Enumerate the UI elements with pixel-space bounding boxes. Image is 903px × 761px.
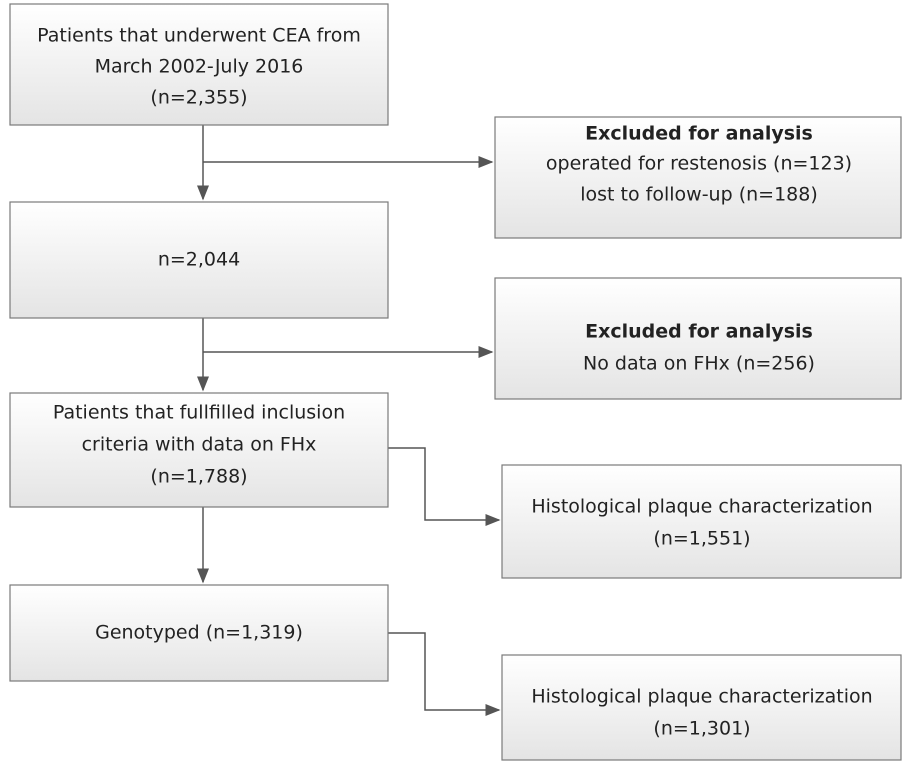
box [9,201,389,319]
box [501,464,902,579]
arrow [388,447,501,526]
box [9,584,389,682]
node-heading: Excluded for analysis [585,123,813,145]
box [494,277,902,400]
node-text: Patients that underwent CEA from [37,25,361,47]
node-text: Genotyped (n=1,319) [95,622,303,644]
node-text: (n=1,301) [653,718,750,740]
node-text: No data on FHx (n=256) [583,353,815,375]
node-text: Histological plaque characterization [531,496,872,518]
boxes [9,3,902,761]
node-text: (n=1,788) [150,466,247,488]
box [501,654,902,761]
arrow [388,632,501,716]
box [494,116,902,239]
box [9,392,389,508]
node-text: lost to follow-up (n=188) [580,184,818,206]
node-text: Patients that fullfilled inclusion [53,402,345,424]
node-heading: Excluded for analysis [585,321,813,343]
box [9,3,389,126]
node-text: Histological plaque characterization [531,686,872,708]
node-text: (n=2,355) [150,87,247,109]
node-text: n=2,044 [158,249,240,271]
connectors [197,125,501,716]
node-text: March 2002-July 2016 [95,56,304,78]
node-text: (n=1,551) [653,528,750,550]
node-text: operated for restenosis (n=123) [546,153,852,175]
node-text: criteria with data on FHx [82,434,317,456]
